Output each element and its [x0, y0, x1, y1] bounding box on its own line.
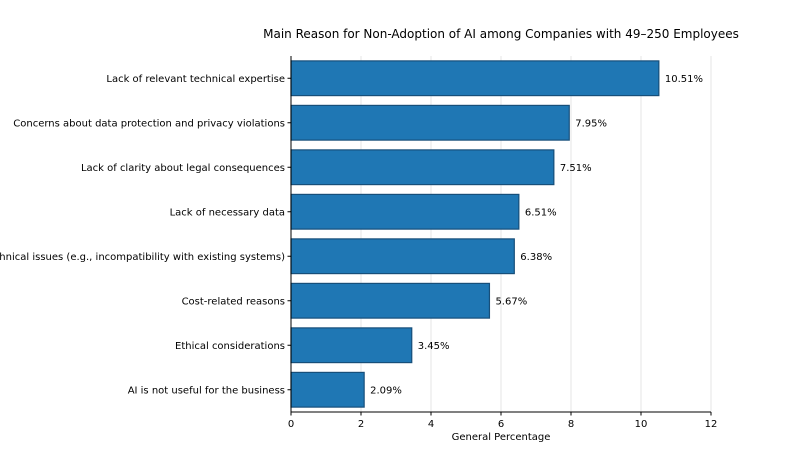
value-labels: 10.51% 7.95% 7.51% 6.51% 6.38% 5.67% 3.45% 2.09… [370, 74, 703, 397]
x-tick-label-6: 12 [705, 419, 718, 430]
value-label-2: 7.51% [560, 163, 592, 174]
bar-5 [290, 282, 491, 319]
category-label-1: Concerns about data protection and priva… [13, 118, 285, 129]
bar-4 [290, 238, 515, 275]
bar-2 [290, 149, 555, 186]
bar-6 [290, 327, 413, 364]
bar-3 [290, 193, 520, 230]
x-axis-label: General Percentage [452, 432, 551, 443]
x-tick-label-1: 2 [358, 419, 364, 430]
value-label-4: 6.38% [520, 252, 552, 263]
category-label-0: Lack of relevant technical expertise [106, 74, 285, 85]
bar-0 [290, 60, 660, 97]
category-label-2: Lack of clarity about legal consequences [81, 163, 285, 174]
x-tick-label-5: 10 [635, 419, 648, 430]
category-label-5: Cost-related reasons [182, 296, 285, 307]
chart-title: Main Reason for Non-Adoption of AI among… [263, 27, 739, 41]
value-label-0: 10.51% [665, 74, 703, 85]
bars [290, 60, 660, 408]
value-label-5: 5.67% [495, 296, 527, 307]
x-tick-labels: 0 2 4 6 8 10 12 [288, 419, 718, 430]
bar-7 [290, 371, 365, 408]
value-label-6: 3.45% [418, 341, 450, 352]
category-label-4: Technical issues (e.g., incompatibility … [0, 252, 285, 263]
x-tick-label-3: 6 [498, 419, 504, 430]
value-label-7: 2.09% [370, 385, 402, 396]
x-tick-label-0: 0 [288, 419, 294, 430]
value-label-3: 6.51% [525, 207, 557, 218]
category-label-3: Lack of necessary data [170, 207, 285, 218]
x-tick-label-4: 8 [568, 419, 574, 430]
axes [287, 56, 712, 416]
x-tick-label-2: 4 [428, 419, 434, 430]
category-label-6: Ethical considerations [175, 341, 285, 352]
bar-1 [290, 104, 570, 141]
category-labels: Lack of relevant technical expertise Conc… [0, 74, 285, 397]
value-label-1: 7.95% [575, 118, 607, 129]
category-label-7: AI is not useful for the business [128, 385, 285, 396]
